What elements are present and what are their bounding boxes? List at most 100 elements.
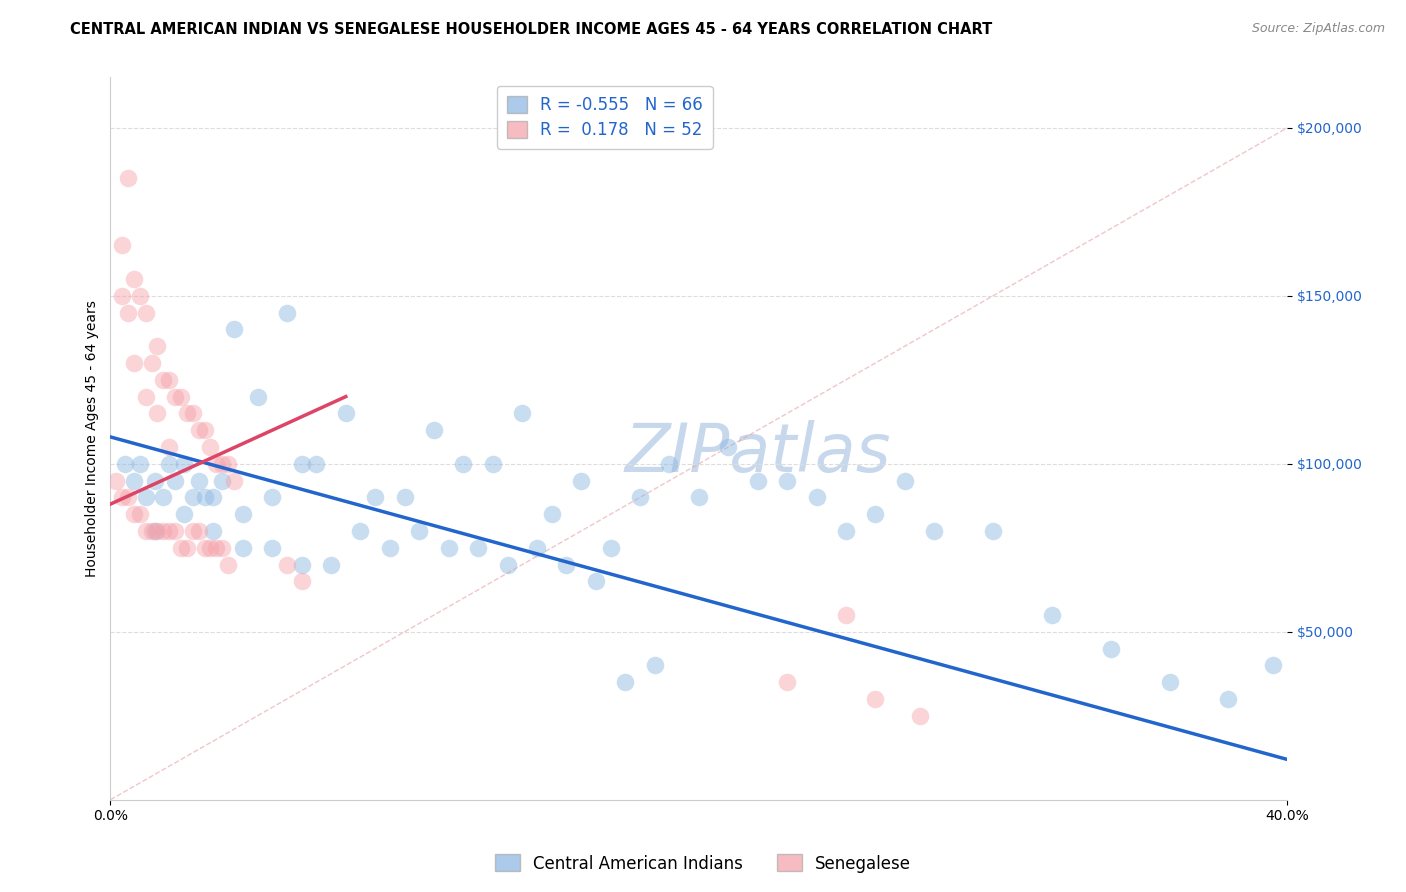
- Point: [176, 406, 198, 420]
- Point: [291, 558, 314, 572]
- Point: [526, 541, 548, 555]
- Point: [193, 491, 215, 505]
- Text: Source: ZipAtlas.com: Source: ZipAtlas.com: [1251, 22, 1385, 36]
- Point: [202, 491, 225, 505]
- Point: [173, 507, 195, 521]
- Point: [305, 457, 328, 471]
- Point: [276, 305, 298, 319]
- Point: [117, 171, 139, 186]
- Point: [181, 524, 204, 538]
- Point: [364, 491, 387, 505]
- Point: [1099, 641, 1122, 656]
- Point: [170, 541, 193, 555]
- Point: [135, 390, 157, 404]
- Point: [510, 406, 533, 420]
- Legend: Central American Indians, Senegalese: Central American Indians, Senegalese: [488, 847, 918, 880]
- Point: [193, 541, 215, 555]
- Legend: R = -0.555   N = 66, R =  0.178   N = 52: R = -0.555 N = 66, R = 0.178 N = 52: [496, 86, 713, 149]
- Point: [1159, 675, 1181, 690]
- Point: [222, 322, 245, 336]
- Point: [146, 524, 169, 538]
- Point: [128, 289, 150, 303]
- Point: [200, 440, 222, 454]
- Point: [176, 541, 198, 555]
- Point: [599, 541, 621, 555]
- Point: [152, 524, 174, 538]
- Point: [111, 289, 134, 303]
- Point: [173, 457, 195, 471]
- Point: [482, 457, 505, 471]
- Point: [211, 474, 233, 488]
- Point: [276, 558, 298, 572]
- Point: [117, 305, 139, 319]
- Point: [211, 457, 233, 471]
- Point: [1218, 692, 1240, 706]
- Point: [319, 558, 342, 572]
- Point: [217, 558, 239, 572]
- Point: [143, 524, 166, 538]
- Point: [187, 474, 209, 488]
- Point: [232, 541, 254, 555]
- Point: [232, 507, 254, 521]
- Point: [1040, 607, 1063, 622]
- Point: [128, 457, 150, 471]
- Point: [349, 524, 371, 538]
- Point: [157, 524, 180, 538]
- Point: [114, 457, 136, 471]
- Point: [555, 558, 578, 572]
- Point: [165, 390, 187, 404]
- Point: [111, 238, 134, 252]
- Point: [181, 491, 204, 505]
- Point: [217, 457, 239, 471]
- Point: [122, 272, 145, 286]
- Point: [170, 390, 193, 404]
- Point: [200, 541, 222, 555]
- Point: [262, 491, 284, 505]
- Point: [205, 457, 228, 471]
- Point: [865, 507, 887, 521]
- Point: [776, 675, 799, 690]
- Point: [152, 373, 174, 387]
- Point: [408, 524, 430, 538]
- Point: [540, 507, 562, 521]
- Point: [205, 541, 228, 555]
- Point: [193, 423, 215, 437]
- Point: [747, 474, 769, 488]
- Point: [157, 373, 180, 387]
- Point: [467, 541, 489, 555]
- Point: [135, 524, 157, 538]
- Point: [135, 491, 157, 505]
- Point: [658, 457, 681, 471]
- Point: [453, 457, 475, 471]
- Point: [291, 574, 314, 589]
- Point: [922, 524, 945, 538]
- Point: [614, 675, 637, 690]
- Text: ZIPatlas: ZIPatlas: [624, 420, 891, 486]
- Point: [222, 474, 245, 488]
- Point: [423, 423, 446, 437]
- Point: [1261, 658, 1284, 673]
- Point: [496, 558, 519, 572]
- Point: [165, 524, 187, 538]
- Point: [146, 339, 169, 353]
- Point: [717, 440, 740, 454]
- Point: [981, 524, 1004, 538]
- Point: [187, 524, 209, 538]
- Point: [165, 474, 187, 488]
- Point: [146, 406, 169, 420]
- Point: [122, 507, 145, 521]
- Point: [246, 390, 269, 404]
- Point: [143, 474, 166, 488]
- Point: [262, 541, 284, 555]
- Point: [894, 474, 917, 488]
- Point: [181, 406, 204, 420]
- Point: [122, 474, 145, 488]
- Point: [908, 708, 931, 723]
- Point: [117, 491, 139, 505]
- Point: [211, 541, 233, 555]
- Point: [585, 574, 607, 589]
- Point: [141, 356, 163, 370]
- Point: [776, 474, 799, 488]
- Point: [644, 658, 666, 673]
- Point: [806, 491, 828, 505]
